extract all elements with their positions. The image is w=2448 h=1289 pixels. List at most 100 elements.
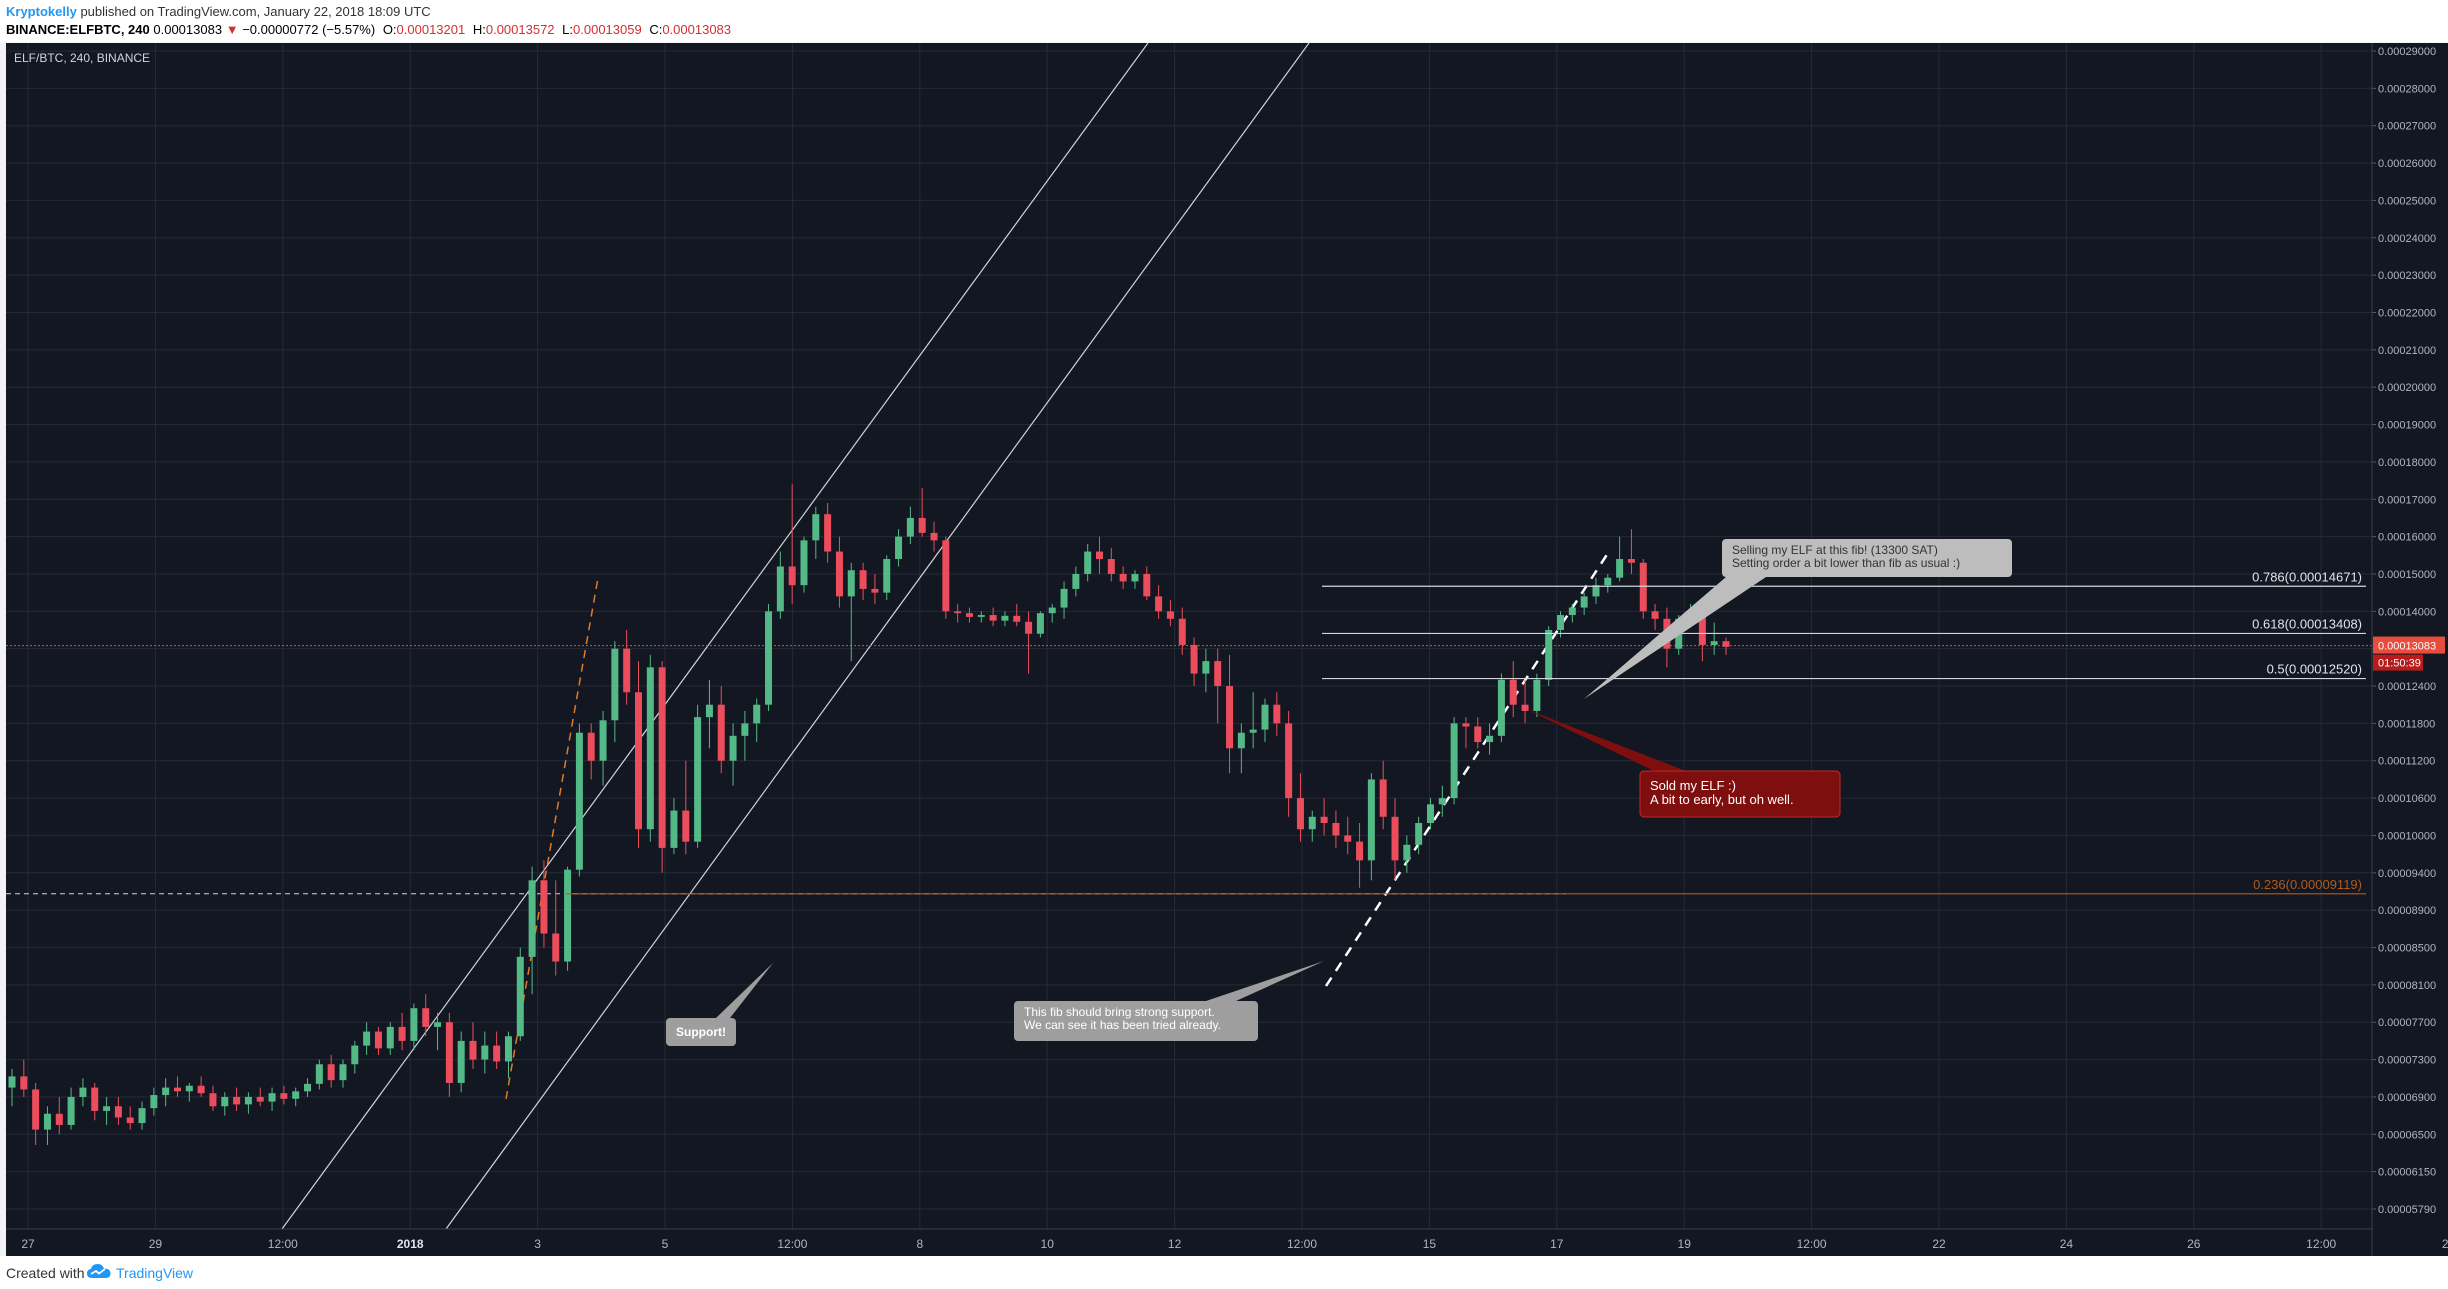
candle-body xyxy=(623,648,631,693)
chart-area[interactable]: 0.786(0.00014671) 0.618(0.00013408) 0.5(0.… xyxy=(6,42,2448,1256)
candle xyxy=(1521,679,1529,724)
candle xyxy=(1084,544,1092,582)
publication-header: Kryptokelly published on TradingView.com… xyxy=(0,0,2448,42)
candle xyxy=(788,484,796,604)
candle xyxy=(859,562,867,601)
candle-body xyxy=(233,1096,241,1105)
candle-body xyxy=(1627,559,1635,563)
candle-body xyxy=(173,1087,181,1092)
price-axis[interactable]: 0.00029000 0.00028000 0.00027000 0.00026000… xyxy=(2371,43,2445,1256)
candle xyxy=(1308,810,1316,842)
candle xyxy=(1202,648,1210,693)
candle xyxy=(1155,585,1163,619)
annotation-support[interactable]: Support! xyxy=(666,963,773,1046)
candle-body xyxy=(1415,823,1423,845)
candle-body xyxy=(244,1096,252,1105)
candle xyxy=(1509,661,1517,718)
candle xyxy=(91,1082,99,1121)
candle xyxy=(895,529,903,567)
annotation-fib-support[interactable]: This fib should bring strong support.We … xyxy=(1014,961,1324,1041)
candle-body xyxy=(1367,779,1375,861)
countdown-label: 01:50:39 xyxy=(2378,658,2421,670)
candle xyxy=(670,798,678,855)
candle-body xyxy=(91,1087,99,1111)
candle xyxy=(575,723,583,877)
candle-body xyxy=(434,1022,442,1027)
candle-body xyxy=(114,1106,122,1118)
candle xyxy=(150,1087,158,1116)
candle xyxy=(753,698,761,743)
candle-body xyxy=(469,1040,477,1060)
candle-body xyxy=(1296,798,1304,830)
candle-body xyxy=(1226,686,1234,749)
candle xyxy=(599,710,607,786)
time-axis[interactable]: 27 29 12:00 2018 3 5 12:00 8 10 12 12:00 15 17 19 12:0… xyxy=(6,1228,2448,1251)
candle-body xyxy=(1249,729,1257,733)
price-tick-label: 0.00024000 xyxy=(2378,233,2436,245)
candle xyxy=(1119,566,1127,589)
candle-body xyxy=(575,732,583,870)
candle xyxy=(646,654,654,842)
candle-body xyxy=(292,1091,300,1099)
open-label: O: xyxy=(382,22,397,37)
annotation-sold[interactable]: Sold my ELF :)A bit to early, but oh wel… xyxy=(1526,709,1841,818)
candle-body xyxy=(351,1045,359,1065)
candle-body xyxy=(1237,732,1245,749)
candle-body xyxy=(1592,585,1600,597)
candle-body xyxy=(895,536,903,560)
price-tick-label: 0.00022000 xyxy=(2378,307,2436,319)
callout-text: Selling my ELF at this fib! (13300 SAT) xyxy=(1732,543,1938,557)
candle xyxy=(339,1059,347,1088)
candle xyxy=(197,1076,205,1097)
candle xyxy=(1450,717,1458,805)
candle-body xyxy=(8,1076,16,1088)
price-tick-label: 0.00019000 xyxy=(2378,420,2436,432)
price-tick-label: 0.00025000 xyxy=(2378,195,2436,207)
author-link[interactable]: Kryptokelly xyxy=(6,4,77,19)
candle xyxy=(847,562,855,662)
candle xyxy=(1497,673,1505,743)
annotation-selling[interactable]: Selling my ELF at this fib! (13300 SAT)S… xyxy=(1584,539,2012,699)
candle-body xyxy=(398,1026,406,1041)
fib-level-label: 0.236(0.00009119) xyxy=(2253,877,2362,892)
candle-body xyxy=(599,720,607,761)
candle xyxy=(457,1031,465,1093)
candle-body xyxy=(587,732,595,761)
candle-body xyxy=(824,514,832,552)
candle xyxy=(540,860,548,948)
price-tick-label: 0.00016000 xyxy=(2378,532,2436,544)
price-tick-label: 0.00026000 xyxy=(2378,158,2436,170)
candle-body xyxy=(1486,735,1494,743)
candle xyxy=(103,1096,111,1125)
high-value: 0.00013572 xyxy=(485,22,555,37)
candle-body xyxy=(1202,661,1210,674)
current-price-tag xyxy=(2373,636,2445,654)
candle-body xyxy=(67,1096,75,1125)
price-tick-label: 0.00010000 xyxy=(2378,830,2436,842)
candle xyxy=(422,994,430,1037)
candle xyxy=(280,1085,288,1105)
time-tick-label: 12:00 xyxy=(268,1237,298,1251)
candle-body xyxy=(918,517,926,533)
candle-body xyxy=(221,1096,229,1107)
candle xyxy=(1438,785,1446,817)
candle xyxy=(528,866,536,995)
price-change: −0.00000772 (−5.57%) xyxy=(242,22,376,37)
tradingview-cloud-icon[interactable] xyxy=(86,1263,112,1281)
candlestick-chart[interactable]: 0.786(0.00014671) 0.618(0.00013408) 0.5(0.… xyxy=(6,42,2448,1256)
candle-body xyxy=(800,540,808,586)
candle xyxy=(1568,603,1576,623)
tradingview-brand[interactable]: TradingView xyxy=(116,1265,194,1281)
candle xyxy=(765,603,773,711)
price-tick-label: 0.00018000 xyxy=(2378,457,2436,469)
candle-body xyxy=(611,648,619,721)
candle-body xyxy=(150,1095,158,1109)
candle xyxy=(434,1012,442,1051)
candle-body xyxy=(504,1036,512,1062)
candle-body xyxy=(256,1096,264,1102)
candle xyxy=(268,1087,276,1111)
candle-body xyxy=(528,880,536,957)
candle xyxy=(233,1087,241,1111)
candle-body xyxy=(812,514,820,541)
candle xyxy=(1474,717,1482,749)
